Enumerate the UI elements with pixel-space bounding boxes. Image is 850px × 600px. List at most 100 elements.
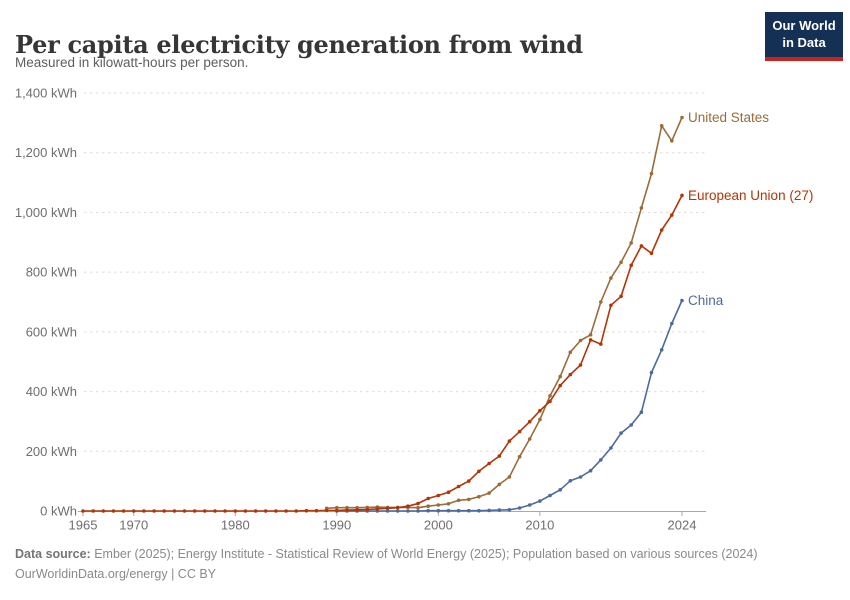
data-point-united-states[interactable] (629, 241, 633, 245)
data-point-european-union-27[interactable] (314, 508, 319, 513)
data-point-european-union-27[interactable] (263, 509, 268, 513)
data-point-china[interactable] (467, 508, 471, 513)
data-point-european-union-27[interactable] (294, 509, 299, 513)
data-point-european-union-27[interactable] (446, 490, 451, 495)
data-point-european-union-27[interactable] (609, 303, 613, 308)
data-point-united-states[interactable] (578, 338, 583, 343)
data-point-china[interactable] (609, 446, 613, 450)
data-point-european-union-27[interactable] (274, 509, 278, 513)
data-point-united-states[interactable] (335, 505, 339, 510)
data-point-united-states[interactable] (538, 417, 542, 422)
data-point-united-states[interactable] (548, 394, 552, 398)
data-point-united-states[interactable] (426, 504, 431, 509)
data-point-united-states[interactable] (477, 494, 481, 499)
data-point-china[interactable] (599, 458, 603, 462)
data-point-european-union-27[interactable] (162, 509, 166, 513)
data-point-china[interactable] (436, 508, 441, 513)
data-point-china[interactable] (558, 488, 562, 492)
data-point-european-union-27[interactable] (680, 193, 684, 198)
data-point-european-union-27[interactable] (385, 506, 390, 511)
data-point-united-states[interactable] (680, 115, 684, 120)
data-point-european-union-27[interactable] (253, 509, 258, 513)
data-point-china[interactable] (477, 508, 481, 513)
data-point-china[interactable] (426, 508, 431, 513)
data-point-united-states[interactable] (639, 206, 644, 210)
data-point-united-states[interactable] (446, 502, 451, 506)
data-point-european-union-27[interactable] (345, 508, 349, 512)
data-point-european-union-27[interactable] (284, 509, 288, 513)
data-point-china[interactable] (507, 508, 512, 512)
data-point-european-union-27[interactable] (527, 419, 532, 424)
data-point-european-union-27[interactable] (558, 383, 562, 388)
data-point-united-states[interactable] (527, 437, 532, 441)
data-point-china[interactable] (517, 506, 522, 510)
data-point-european-union-27[interactable] (639, 244, 644, 248)
data-point-china[interactable] (568, 479, 573, 483)
data-point-european-union-27[interactable] (456, 484, 461, 489)
data-point-china[interactable] (619, 431, 623, 435)
data-point-united-states[interactable] (487, 491, 491, 495)
data-point-european-union-27[interactable] (142, 509, 146, 513)
data-point-china[interactable] (588, 468, 593, 473)
data-point-china[interactable] (446, 508, 451, 513)
data-point-european-union-27[interactable] (507, 439, 512, 443)
data-point-european-union-27[interactable] (203, 509, 207, 513)
data-point-european-union-27[interactable] (578, 363, 583, 367)
data-point-china[interactable] (527, 503, 532, 507)
data-point-european-union-27[interactable] (213, 509, 217, 513)
data-point-european-union-27[interactable] (243, 509, 248, 513)
data-point-european-union-27[interactable] (324, 508, 329, 513)
data-point-united-states[interactable] (517, 454, 522, 459)
data-point-china[interactable] (649, 370, 654, 375)
data-point-european-union-27[interactable] (406, 504, 410, 509)
series-line-european-union-27[interactable] (83, 195, 683, 512)
data-point-european-union-27[interactable] (152, 509, 156, 513)
data-point-european-union-27[interactable] (426, 496, 431, 501)
license-line[interactable]: OurWorldinData.org/energy | CC BY (15, 567, 217, 581)
data-point-european-union-27[interactable] (233, 509, 238, 513)
data-point-european-union-27[interactable] (670, 213, 674, 217)
data-point-china[interactable] (497, 508, 502, 512)
data-point-european-union-27[interactable] (599, 342, 603, 346)
data-point-united-states[interactable] (649, 171, 654, 176)
data-point-china[interactable] (639, 410, 644, 415)
data-point-european-union-27[interactable] (416, 501, 420, 506)
data-point-united-states[interactable] (497, 482, 502, 487)
data-point-united-states[interactable] (436, 503, 441, 507)
data-point-european-union-27[interactable] (588, 338, 593, 342)
data-point-european-union-27[interactable] (101, 509, 106, 513)
data-point-european-union-27[interactable] (375, 507, 380, 511)
series-label-united-states[interactable]: United States (688, 110, 769, 125)
data-point-european-union-27[interactable] (91, 509, 95, 513)
data-point-united-states[interactable] (609, 276, 613, 280)
data-point-united-states[interactable] (599, 300, 603, 304)
data-point-european-union-27[interactable] (192, 509, 197, 513)
data-point-united-states[interactable] (416, 505, 420, 510)
data-point-european-union-27[interactable] (548, 399, 552, 404)
data-point-european-union-27[interactable] (395, 505, 400, 510)
data-point-european-union-27[interactable] (568, 372, 573, 377)
data-point-european-union-27[interactable] (629, 263, 633, 268)
data-point-european-union-27[interactable] (619, 294, 623, 299)
data-point-european-union-27[interactable] (467, 479, 471, 483)
data-point-china[interactable] (406, 509, 410, 513)
data-point-european-union-27[interactable] (355, 508, 359, 512)
data-point-european-union-27[interactable] (223, 509, 227, 513)
owid-logo[interactable]: Our World in Data (765, 12, 843, 61)
data-point-european-union-27[interactable] (132, 509, 136, 513)
data-point-china[interactable] (395, 509, 400, 513)
data-point-china[interactable] (659, 348, 664, 352)
data-point-european-union-27[interactable] (477, 469, 481, 474)
data-point-china[interactable] (670, 321, 674, 326)
data-point-china[interactable] (487, 508, 491, 513)
data-point-european-union-27[interactable] (335, 508, 339, 513)
data-point-european-union-27[interactable] (659, 228, 664, 232)
data-point-china[interactable] (548, 493, 552, 498)
data-point-china[interactable] (680, 298, 684, 303)
data-point-european-union-27[interactable] (182, 509, 187, 513)
data-point-united-states[interactable] (670, 139, 674, 143)
data-point-european-union-27[interactable] (172, 509, 177, 513)
data-point-united-states[interactable] (507, 475, 512, 479)
data-point-european-union-27[interactable] (365, 507, 370, 512)
data-point-china[interactable] (385, 509, 390, 513)
